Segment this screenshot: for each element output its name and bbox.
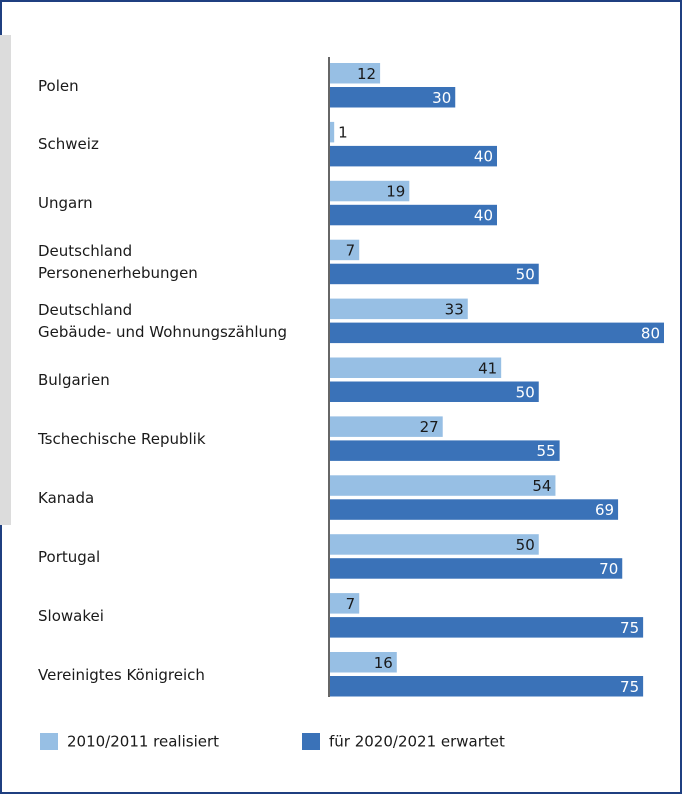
bar [330,263,539,285]
value-label: 54 [532,477,551,495]
legend-label: 2010/2011 realisiert [67,733,219,751]
legend-label: für 2020/2021 erwartet [329,733,505,751]
bar [330,204,497,226]
side-strip [0,35,11,525]
value-label: 41 [478,359,497,377]
value-label: 70 [599,560,618,578]
bar [330,145,497,167]
value-label: 40 [474,148,493,166]
value-label: 19 [386,183,405,201]
value-label: 33 [445,300,464,318]
bar [330,475,556,496]
bar [330,593,360,614]
bar [330,87,456,108]
value-label: 27 [420,418,439,436]
value-label: 1 [338,124,348,142]
value-label: 30 [432,89,451,107]
value-label: 7 [346,241,356,259]
value-label: 55 [537,442,556,460]
bar [330,440,560,461]
category-label: Kanada [38,488,95,507]
category-label: Tschechische Republik [38,429,206,448]
category-label: Deutschland Personenerhebungen [38,242,198,283]
value-label: 80 [641,324,660,342]
category-label: Polen [38,76,79,95]
value-label: 40 [474,207,493,225]
value-label: 7 [346,595,356,613]
legend-swatch [40,733,58,750]
bar [330,534,539,555]
category-label: Portugal [38,547,101,566]
value-label: 69 [595,501,614,519]
value-label: 75 [620,619,639,637]
bar [330,298,468,320]
bar [330,416,443,437]
category-label: Ungarn [38,194,93,213]
category-label: Bulgarien [38,371,110,389]
bar [330,322,664,344]
value-label: 75 [620,678,639,696]
value-label: 50 [516,383,535,401]
category-label: Schweiz [38,135,99,154]
category-label: Slowakei [38,606,104,625]
bar [330,239,360,261]
bar [330,558,623,579]
value-label: 50 [516,265,535,283]
value-label: 50 [516,536,535,554]
bar [330,381,539,402]
category-label: Deutschland Gebäude- und Wohnungszählung [38,301,288,342]
category-label: Vereinigtes Königreich [38,665,205,684]
bar [330,357,502,378]
bar [330,499,619,520]
bar [330,121,335,143]
value-label: 16 [374,654,393,672]
bar [330,617,644,638]
bar [330,63,381,84]
legend-swatch [302,733,320,750]
bar [330,180,410,202]
bar [330,652,397,673]
value-label: 12 [357,65,376,83]
bar [330,676,644,697]
